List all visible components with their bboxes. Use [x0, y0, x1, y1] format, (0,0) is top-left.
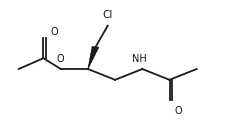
Text: O: O	[174, 106, 182, 116]
Text: Cl: Cl	[103, 10, 113, 20]
Polygon shape	[88, 47, 99, 69]
Text: NH: NH	[132, 54, 147, 64]
Text: O: O	[57, 54, 64, 64]
Text: O: O	[51, 26, 58, 37]
